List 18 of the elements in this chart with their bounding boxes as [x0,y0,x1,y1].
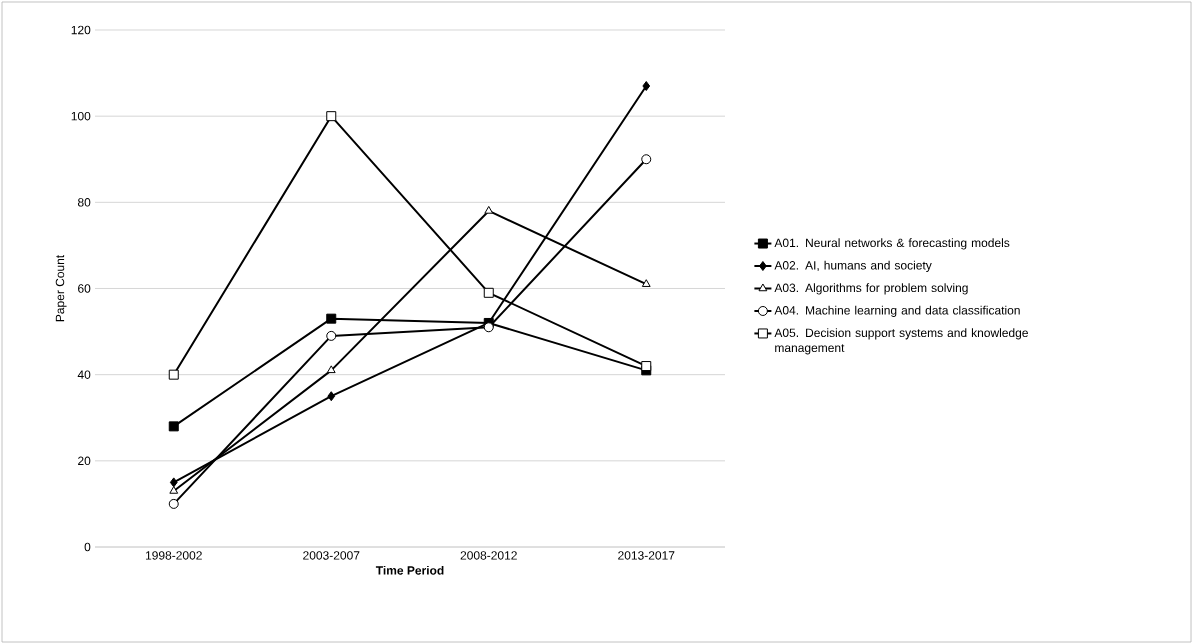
y-tick-label: 40 [77,370,91,379]
legend-label: A02. AI, humans and society [774,260,932,272]
x-tick-label: 1998-2002 [145,551,202,560]
y-tick-label: 100 [71,111,91,121]
x-tick-label: 2013-2017 [618,551,675,560]
y-tick-label: 80 [77,198,91,207]
x-tick-label: 2008-2012 [460,551,517,560]
y-tick-label: 20 [78,456,91,466]
legend-label: A03. Algorithms for problem solving [774,283,968,295]
legend-label: A05. Decision support systems and knowledge management [774,328,1028,355]
y-tick-label: 60 [78,284,91,293]
legend-label: A01. Neural networks & forecasting models [774,238,1010,250]
x-axis-title: Time Period [375,565,444,575]
y-tick-label: 0 [84,542,91,552]
y-axis-title: Paper Count [55,254,67,322]
x-tick-label: 2003-2007 [303,551,360,560]
legend-label: A04. Machine learning and data classification [774,305,1020,317]
y-tick-label: 120 [71,25,91,35]
